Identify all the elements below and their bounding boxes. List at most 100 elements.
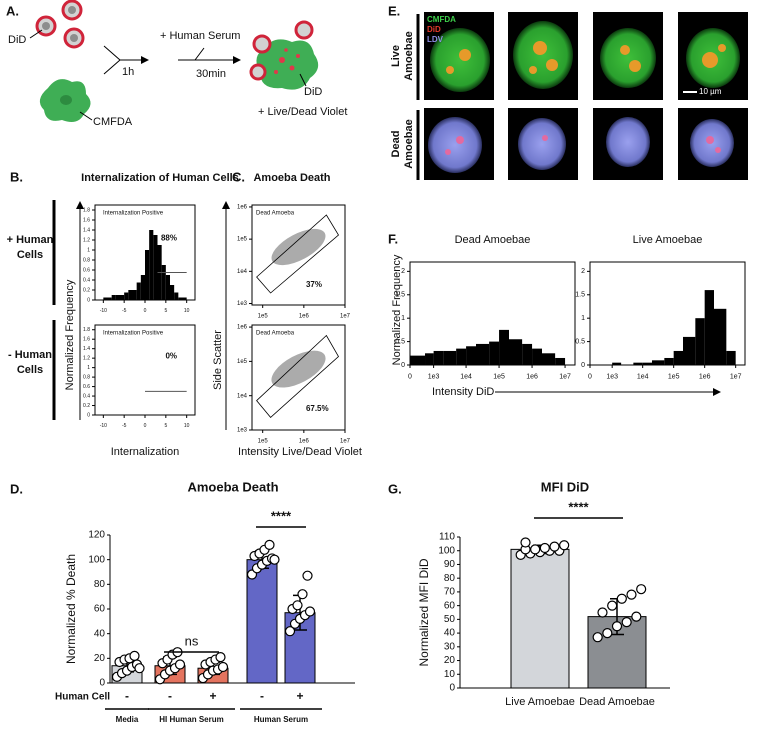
x-tick-label: -5 — [122, 308, 127, 314]
histogram-bar — [128, 290, 133, 300]
x-tick-label: 1e7 — [730, 373, 742, 380]
y-tick-label: 70 — [444, 587, 456, 598]
histogram-bar — [165, 275, 170, 300]
data-point — [597, 607, 608, 618]
significance-label: ns — [185, 633, 199, 648]
plot-frame — [589, 261, 746, 366]
row-label: Cells — [17, 364, 43, 376]
y-tick-label: 1 — [87, 247, 90, 253]
histogram-bar — [532, 348, 542, 365]
histogram-bar — [433, 350, 444, 365]
y-tick-label: 1.4 — [83, 227, 90, 233]
data-point — [636, 584, 647, 595]
merge-arrow — [103, 45, 148, 75]
chart-title: Dead Amoebae — [455, 234, 531, 246]
histogram-bar — [132, 290, 137, 300]
y-tick-label: 60 — [94, 604, 106, 615]
data-point — [607, 600, 618, 611]
y-tick-label: 0.2 — [83, 403, 90, 409]
y-tick-label: 50 — [444, 614, 456, 625]
y-tick-label: 0.5 — [395, 338, 405, 345]
y-tick-label: 1e3 — [237, 301, 248, 307]
plot-frame — [251, 324, 346, 431]
row-label: Human Cell — [55, 692, 110, 703]
data-point — [297, 589, 308, 600]
y-axis-label: Side Scatter — [212, 330, 224, 390]
pointer — [29, 29, 43, 39]
y-tick-label: 0 — [581, 362, 585, 369]
y-tick-label: 80 — [94, 579, 106, 590]
histogram-bar — [425, 353, 434, 365]
panel-f: F. Normalized Frequency Intensity DiD — [388, 231, 721, 398]
micrographs — [424, 12, 748, 180]
data-point — [215, 651, 226, 663]
x-tick-label: 5 — [164, 308, 167, 314]
category-label: - — [260, 689, 264, 703]
label: 30min — [196, 68, 226, 80]
y-axis-label: Normalized Frequency — [391, 254, 403, 365]
histogram-bar — [542, 353, 556, 365]
plot-frame — [94, 324, 196, 416]
annotation: Dead Amoeba — [256, 331, 295, 337]
row-label: + Human — [7, 234, 54, 246]
histogram-bar — [111, 295, 116, 300]
y-tick-label: 30 — [444, 641, 456, 652]
y-tick-label: 100 — [438, 545, 455, 556]
y-tick-label: 0 — [449, 683, 455, 694]
annotation: Internalization Positive — [103, 211, 164, 217]
y-tick-label: 20 — [94, 653, 106, 664]
panel-label: B. — [10, 169, 23, 184]
gate-label: 88% — [161, 233, 177, 242]
histogram-bar — [612, 362, 622, 365]
y-tick-label: 0.8 — [83, 257, 90, 263]
data-point — [626, 589, 637, 600]
histogram-bar — [555, 357, 566, 365]
label: + Live/Dead Violet — [258, 106, 347, 118]
y-tick-label: 1 — [401, 315, 405, 322]
y-tick-label: 1.2 — [83, 237, 90, 243]
annotation: Dead Amoeba — [256, 211, 295, 217]
x-tick-label: 1e6 — [699, 373, 711, 380]
gate — [256, 214, 340, 294]
row-label: - Human — [8, 349, 52, 361]
label: CMFDA — [93, 116, 133, 128]
panel-c: C. Amoeba Death Side Scatter Intensity L… — [212, 169, 362, 457]
y-tick-label: 2 — [581, 268, 585, 275]
y-tick-label: 1e3 — [237, 428, 248, 434]
histogram-bar — [695, 318, 705, 365]
histogram-bar — [522, 343, 533, 365]
y-tick-label: 0.8 — [83, 374, 90, 380]
y-tick-label: 1.5 — [395, 292, 405, 299]
histogram-bar — [178, 297, 183, 300]
histogram-bar — [726, 350, 736, 365]
y-tick-label: 20 — [444, 655, 456, 666]
x-axis-label: Intensity Live/Dead Violet — [238, 446, 362, 458]
x-tick-label: -5 — [122, 423, 127, 429]
data-point — [302, 570, 313, 581]
label: DiD — [304, 86, 322, 98]
category-label: Live Amoebae — [505, 696, 575, 708]
gate-label: 67.5% — [306, 404, 329, 413]
y-tick-label: 0.5 — [575, 338, 585, 345]
histogram-bar — [652, 360, 665, 365]
data-point — [559, 540, 570, 551]
x-tick-label: 1e6 — [299, 314, 310, 320]
histogram-bar — [683, 336, 696, 365]
panel-a: A. DiD CMFDA 1h + Human Serum 30min DiD … — [6, 0, 347, 128]
x-tick-label: 1e4 — [460, 373, 472, 380]
histogram-bar — [140, 275, 145, 300]
data-point — [530, 544, 541, 555]
data-point — [174, 659, 186, 670]
chart-title: Live Amoebae — [633, 234, 703, 246]
scale-bar-label: 10 µm — [699, 87, 722, 96]
histogram-bar — [182, 297, 187, 300]
x-tick-label: 0 — [408, 373, 412, 380]
histogram-bar — [476, 343, 490, 365]
y-axis-label: Normalized MFI DiD — [417, 558, 431, 666]
x-tick-label: -10 — [100, 308, 107, 314]
x-tick-label: 1e7 — [340, 439, 351, 445]
x-axis-label: Intensity DiD — [432, 386, 494, 398]
data-point — [520, 537, 531, 548]
panel-e: E. Live Amoebae Dead Amoebae 10 µm CMFDA… — [388, 3, 748, 180]
event-cloud — [271, 350, 326, 388]
